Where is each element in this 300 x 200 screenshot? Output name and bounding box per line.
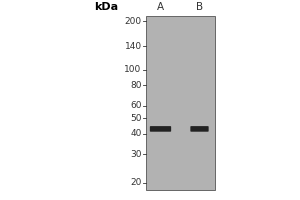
Text: 30: 30 [130, 150, 142, 159]
Text: 40: 40 [130, 129, 142, 138]
Text: 200: 200 [124, 17, 142, 26]
Text: 100: 100 [124, 65, 142, 74]
Text: 80: 80 [130, 81, 142, 90]
Text: A: A [157, 2, 164, 12]
Bar [146, 16, 214, 190]
Text: 60: 60 [130, 101, 142, 110]
FancyBboxPatch shape [150, 126, 171, 132]
FancyBboxPatch shape [190, 126, 209, 132]
Text: 50: 50 [130, 114, 142, 123]
Text: 20: 20 [130, 178, 142, 187]
Text: kDa: kDa [94, 2, 118, 12]
Text: 140: 140 [124, 42, 142, 51]
Text: B: B [196, 2, 203, 12]
